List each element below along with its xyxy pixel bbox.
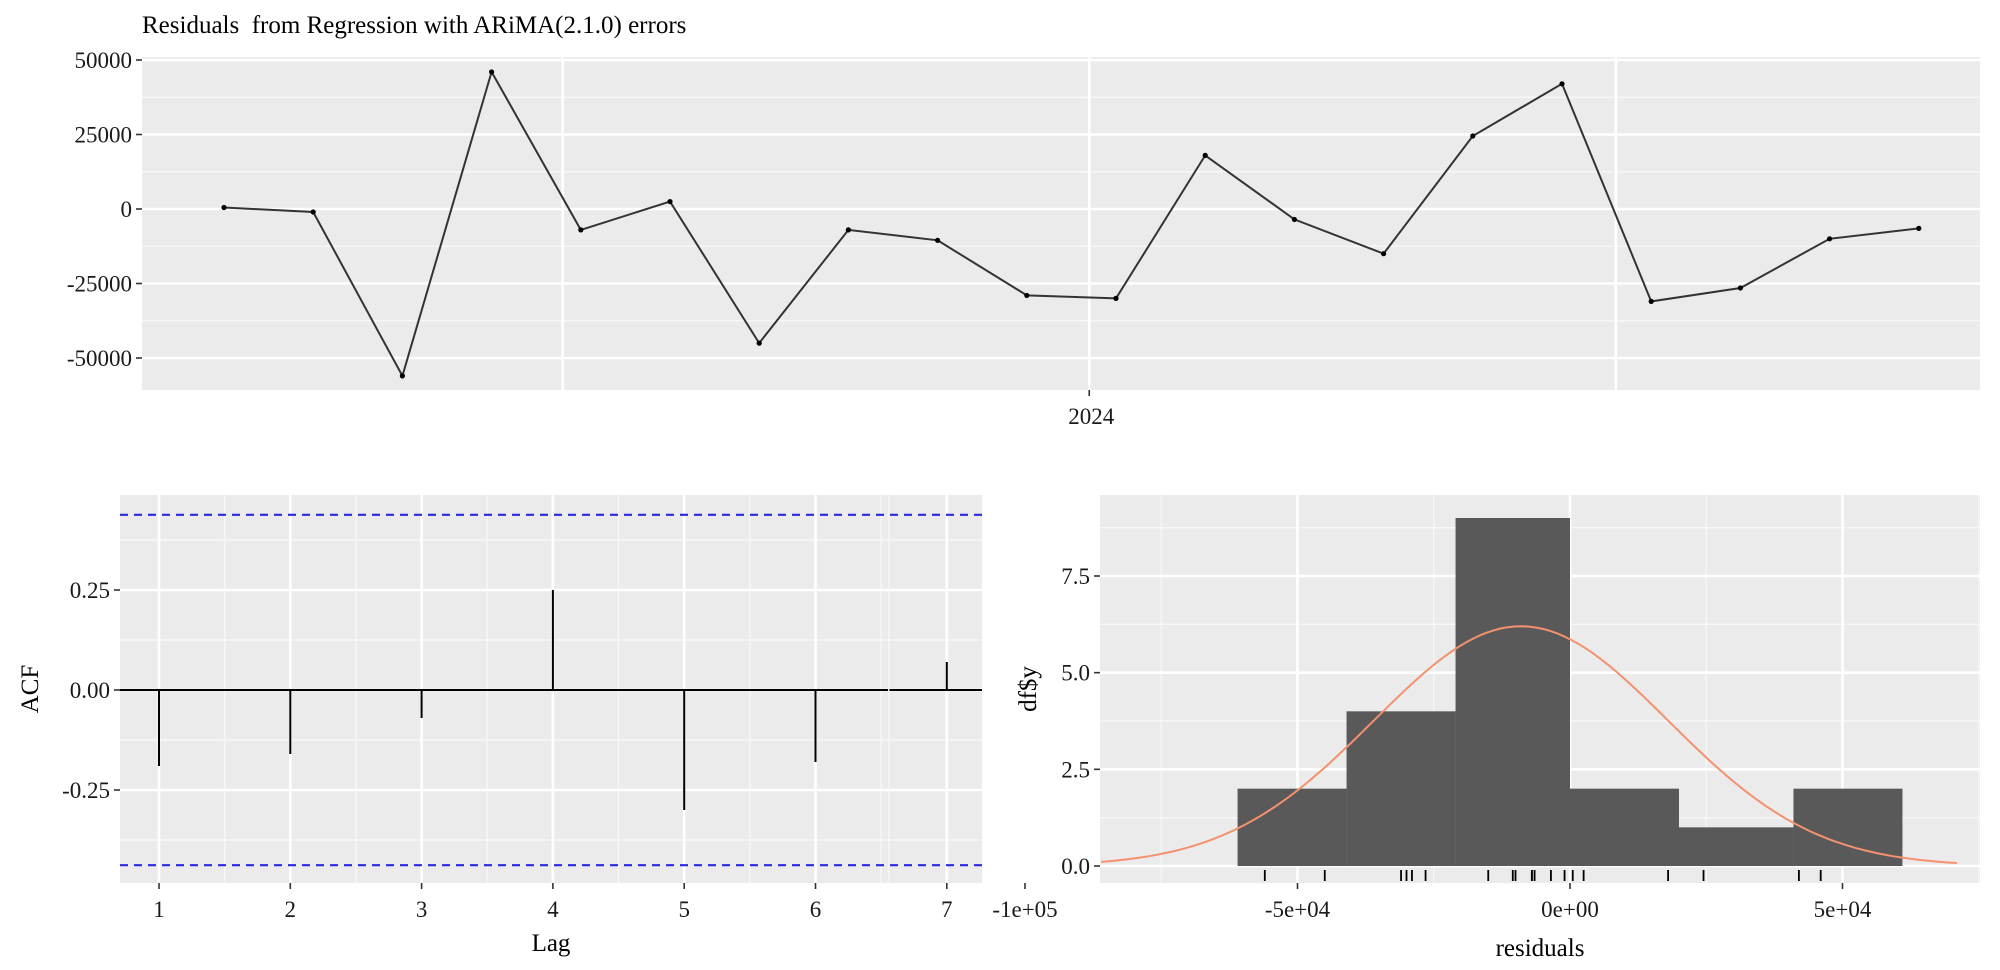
residual-point: [578, 227, 584, 233]
residual-point: [667, 198, 673, 205]
residual-point: [1024, 292, 1030, 299]
histogram-bar: [1793, 788, 1903, 866]
histogram-y-tick-label: 2.5: [1061, 757, 1090, 782]
residual-point: [1559, 81, 1565, 87]
residual-point: [845, 227, 852, 233]
residuals-panel: [142, 57, 1980, 390]
residuals-gridlines: [142, 57, 1980, 390]
residual-point: [1470, 133, 1476, 139]
acf-y-axis: 0.25 0.00 -0.25: [62, 578, 120, 803]
residuals-y-tick-label: 50000: [75, 48, 133, 73]
residual-point: [489, 69, 495, 75]
residuals-x-axis: 2024: [1068, 390, 1115, 429]
chart-title: Residuals from Regression with ARiMA(2.1…: [142, 12, 686, 39]
acf-x-tick-label: 1: [153, 897, 165, 922]
acf-confidence-bounds: [120, 513, 982, 867]
acf-x-tick-label: 3: [416, 897, 428, 922]
residual-point: [935, 237, 941, 243]
residuals-series-line: [223, 69, 1919, 379]
histogram-y-tick-label: 0.0: [1061, 854, 1090, 879]
histogram-bar: [1346, 711, 1456, 866]
acf-bars: [120, 590, 982, 810]
acf-x-tick-label: 4: [547, 897, 559, 922]
residual-point: [1916, 225, 1922, 231]
histogram-bar: [1237, 788, 1347, 866]
rug-marks: [1263, 870, 1822, 881]
acf-x-tick-label: 5: [678, 897, 690, 922]
histogram-x-axis-title: residuals: [1496, 935, 1585, 962]
residuals-y-tick-label: 25000: [75, 123, 133, 148]
residual-point: [1648, 298, 1654, 304]
residuals-x-tick-label: 2024: [1068, 404, 1115, 429]
histogram-x-tick-label: 5e+04: [1814, 897, 1872, 922]
histogram-y-axis-title: df$y: [1015, 666, 1042, 712]
histogram-bars: [1237, 518, 1903, 866]
histogram-x-tick-label: -5e+04: [1265, 897, 1331, 922]
residual-point: [1113, 295, 1119, 301]
residual-point: [310, 209, 316, 215]
acf-y-tick-label: -0.25: [62, 778, 110, 803]
histogram-x-tick-label: 0e+00: [1541, 897, 1599, 922]
residuals-y-tick-label: 0: [121, 197, 133, 222]
residuals-y-tick-label: -25000: [67, 272, 132, 297]
residual-point: [1827, 236, 1833, 242]
residual-point: [1381, 251, 1387, 257]
acf-x-axis: 1 2 3 4 5 6 7: [153, 883, 953, 922]
residual-point: [1737, 285, 1743, 291]
histogram-y-tick-label: 5.0: [1061, 661, 1090, 686]
residuals-y-tick-label: -50000: [67, 346, 132, 371]
histogram-bar: [1679, 827, 1794, 866]
acf-x-tick-label: 6: [810, 897, 822, 922]
residual-point: [1291, 216, 1297, 223]
histogram-bar: [1570, 788, 1679, 866]
acf-y-tick-label: 0.00: [70, 678, 110, 703]
acf-y-axis-title: ACF: [17, 665, 44, 714]
acf-x-axis-title: Lag: [532, 930, 571, 957]
residual-point: [1202, 152, 1208, 158]
histogram-x-axis: -1e+05 -5e+04 0e+00 5e+04: [992, 883, 1872, 922]
histogram-x-tick-label: -1e+05: [992, 897, 1057, 922]
acf-x-tick-label: 2: [285, 897, 297, 922]
residual-point: [399, 373, 405, 379]
acf-y-tick-label: 0.25: [70, 578, 110, 603]
residual-point: [221, 204, 227, 211]
histogram-y-axis: 7.5 5.0 2.5 0.0: [1061, 564, 1100, 879]
residuals-points: [221, 69, 1922, 379]
histogram-bar: [1455, 518, 1570, 866]
density-curve: [1101, 625, 1958, 864]
acf-x-tick-label: 7: [941, 897, 953, 922]
residuals-y-axis: 50000 25000 0 -25000 -50000: [67, 48, 142, 371]
residual-point: [756, 340, 762, 346]
histogram-y-tick-label: 7.5: [1061, 564, 1090, 589]
